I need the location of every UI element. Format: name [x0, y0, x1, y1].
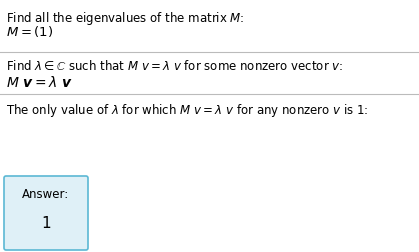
Text: 1: 1	[41, 215, 51, 231]
Text: Find all the eigenvalues of the matrix $M$:: Find all the eigenvalues of the matrix $…	[6, 10, 245, 27]
Text: Answer:: Answer:	[22, 188, 70, 201]
Text: $M$ $\boldsymbol{v} = \lambda$ $\boldsymbol{v}$: $M$ $\boldsymbol{v} = \lambda$ $\boldsym…	[6, 75, 73, 90]
Text: Find $\lambda \in \mathbb{C}$ such that $M$ $\mathit{v} = \lambda$ $\mathit{v}$ : Find $\lambda \in \mathbb{C}$ such that …	[6, 59, 343, 73]
FancyBboxPatch shape	[4, 176, 88, 250]
Text: The only value of $\lambda$ for which $M$ $\mathit{v} = \lambda$ $\mathit{v}$ fo: The only value of $\lambda$ for which $M…	[6, 102, 369, 119]
Text: $M = ( 1 )$: $M = ( 1 )$	[6, 24, 53, 39]
